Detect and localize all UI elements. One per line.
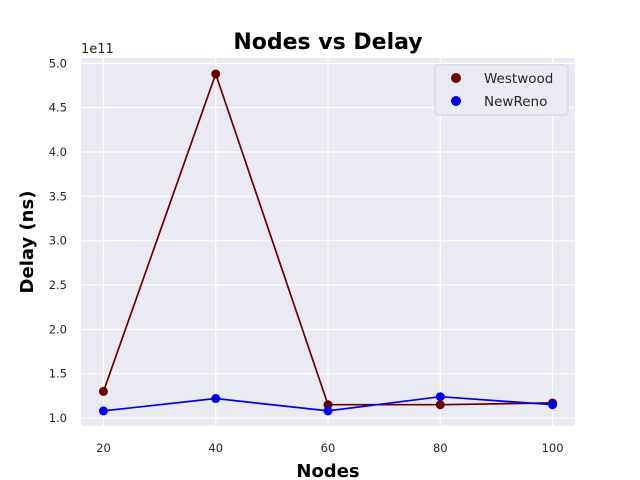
y-offset-label: 1e11 bbox=[81, 42, 114, 57]
y-tick-label: 1.0 bbox=[49, 411, 67, 425]
y-tick-label: 2.0 bbox=[49, 322, 67, 336]
legend: Westwood NewReno bbox=[434, 64, 569, 116]
y-axis-label: Delay (ns) bbox=[17, 191, 38, 294]
data-point-westwood bbox=[323, 400, 333, 410]
data-point-newreno bbox=[98, 406, 108, 416]
y-tick-label: 3.0 bbox=[49, 234, 67, 248]
y-tick-label: 3.5 bbox=[49, 189, 67, 203]
chart-title: Nodes vs Delay bbox=[233, 30, 422, 55]
data-point-westwood bbox=[435, 400, 445, 410]
data-point-westwood bbox=[211, 69, 221, 79]
legend-marker-newreno bbox=[451, 96, 461, 106]
y-tick-label: 4.5 bbox=[49, 101, 67, 115]
y-tick-label: 2.5 bbox=[49, 278, 67, 292]
data-point-newreno bbox=[323, 406, 333, 416]
data-point-newreno bbox=[548, 400, 558, 410]
y-tick-label: 4.0 bbox=[49, 145, 67, 159]
y-tick-label: 5.0 bbox=[49, 56, 67, 70]
y-tick-label: 1.5 bbox=[49, 367, 67, 381]
legend-box bbox=[434, 64, 569, 116]
x-tick-label: 20 bbox=[96, 441, 111, 455]
legend-label-westwood: Westwood bbox=[484, 71, 553, 87]
tick-labels: 20 40 60 80 100 1.0 1.5 2.0 2.5 3.0 3.5 4.0 4.5 5.0 bbox=[49, 56, 564, 455]
legend-label-newreno: NewReno bbox=[484, 94, 547, 110]
legend-marker-westwood bbox=[451, 73, 461, 83]
x-tick-label: 100 bbox=[542, 441, 564, 455]
grid-lines bbox=[81, 58, 575, 426]
x-axis-label: Nodes bbox=[296, 461, 359, 480]
data-point-newreno bbox=[211, 394, 221, 404]
x-tick-label: 60 bbox=[321, 441, 336, 455]
series-layer bbox=[98, 69, 558, 416]
x-tick-label: 80 bbox=[433, 441, 448, 455]
data-point-westwood bbox=[98, 386, 108, 396]
data-point-newreno bbox=[435, 392, 445, 402]
x-tick-label: 40 bbox=[208, 441, 223, 455]
